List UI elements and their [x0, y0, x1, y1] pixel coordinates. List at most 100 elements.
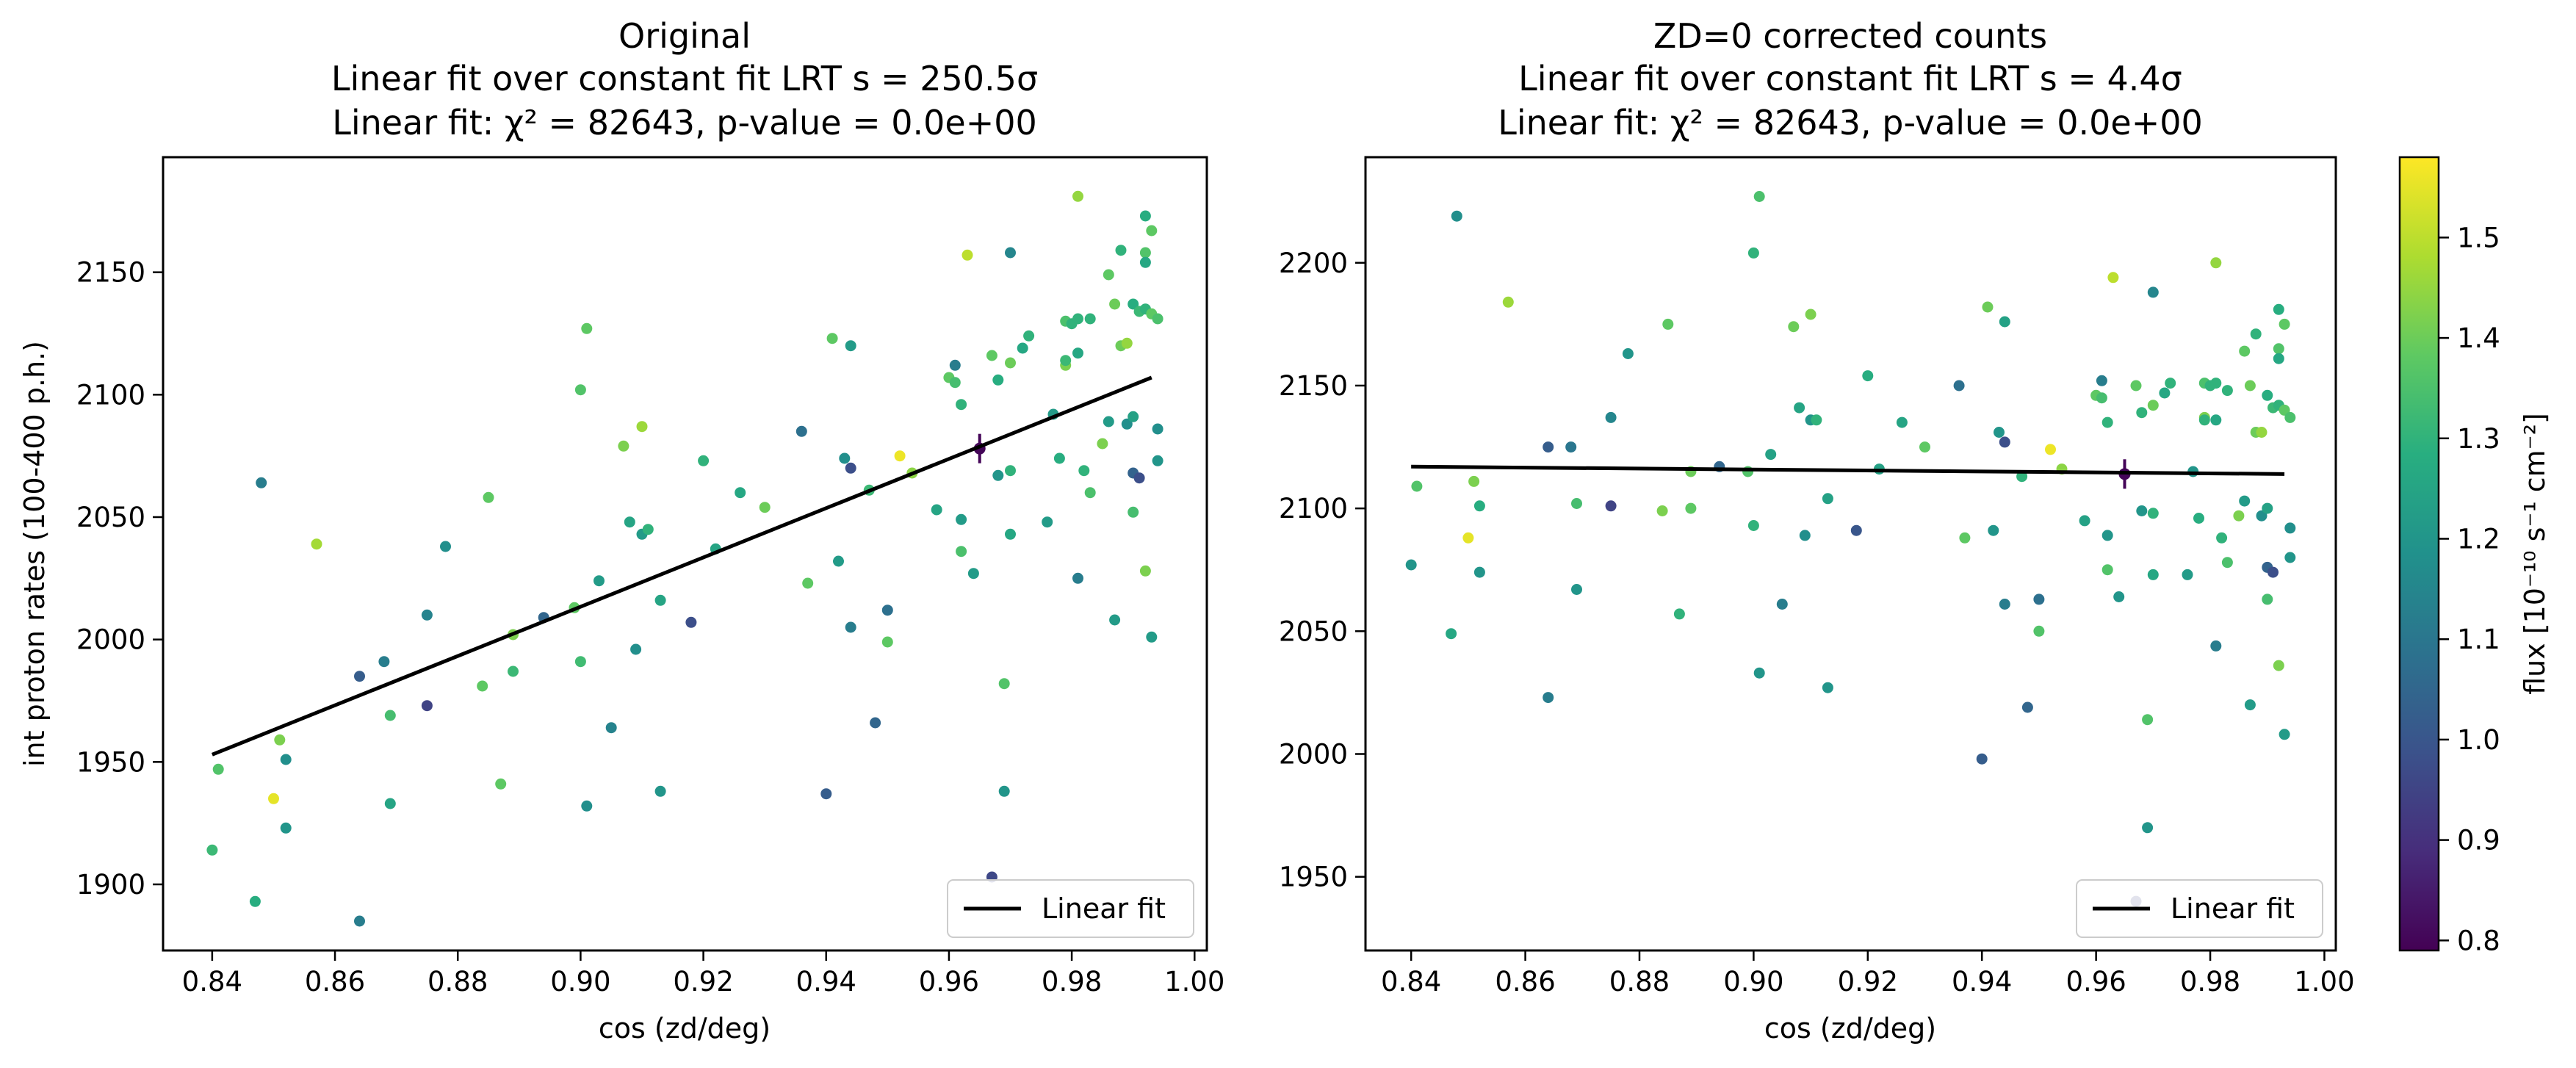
- right-chart-subtitle-lrt: Linear fit over constant fit LRT s = 4.4…: [1518, 59, 2182, 98]
- left-scatter-point: [594, 575, 605, 587]
- colorbar-tick-label: 1.1: [2457, 624, 2500, 655]
- left-legend-label: Linear fit: [1042, 892, 1166, 925]
- right-scatter-point: [2210, 257, 2222, 269]
- right-scatter-point: [1605, 411, 1617, 423]
- right-scatter-point: [1473, 500, 1485, 512]
- left-scatter-point: [354, 671, 365, 682]
- left-scatter-point: [1146, 631, 1158, 643]
- left-scatter-point: [1128, 411, 1139, 422]
- right-scatter-point: [1999, 599, 2010, 610]
- right-scatter-point: [2256, 510, 2267, 522]
- left-scatter-point: [280, 822, 292, 834]
- left-scatter-point: [1042, 516, 1053, 528]
- left-scatter-point: [962, 249, 973, 261]
- right-x-tick-label: 1.00: [2294, 966, 2354, 997]
- colorbar-tick-label: 1.2: [2457, 523, 2500, 555]
- left-x-tick-label: 0.84: [182, 966, 242, 997]
- right-scatter-point: [1799, 530, 1811, 541]
- left-scatter-point: [1152, 455, 1163, 466]
- right-scatter-point: [2250, 328, 2262, 340]
- left-scatter-point: [574, 656, 586, 668]
- left-scatter-point: [1072, 572, 1083, 584]
- right-scatter-point: [2147, 569, 2159, 580]
- left-scatter-point: [1072, 347, 1083, 359]
- right-scatter-point: [1446, 628, 1457, 640]
- right-scatter-point: [1896, 416, 1908, 428]
- right-scatter-point: [2107, 272, 2119, 284]
- right-y-tick-label: 1950: [1279, 862, 1348, 893]
- left-chart-panel: Original Linear fit over constant fit LR…: [18, 16, 1224, 1044]
- left-scatter-point: [421, 700, 433, 712]
- left-scatter-point: [1152, 423, 1163, 435]
- right-scatter-point: [2159, 387, 2171, 399]
- left-scatter-point: [642, 524, 654, 535]
- right-scatter-point: [2233, 510, 2245, 522]
- left-x-axis-label: cos (zd/deg): [599, 1012, 771, 1044]
- left-scatter-point: [384, 710, 396, 721]
- right-scatter-point: [1982, 301, 1994, 313]
- right-scatter-point: [1805, 309, 1816, 320]
- left-scatter-point: [1146, 225, 1158, 237]
- left-scatter-point: [1139, 210, 1151, 222]
- right-y-tick-label: 2050: [1279, 616, 1348, 647]
- right-linear-fit-line: [1411, 464, 2285, 476]
- right-scatter-point: [1850, 524, 1862, 536]
- right-scatter-point: [2142, 714, 2154, 726]
- left-scatter-point: [956, 513, 967, 525]
- left-x-tick-label: 0.90: [550, 966, 610, 997]
- right-chart-title: ZD=0 corrected counts: [1653, 16, 2047, 56]
- right-legend-label: Linear fit: [2171, 892, 2295, 925]
- right-scatter-point: [2262, 593, 2273, 605]
- colorbar-tick-label: 1.4: [2457, 322, 2500, 354]
- left-legend-box: [947, 879, 1194, 938]
- right-scatter-point: [2210, 640, 2222, 652]
- right-scatter-point: [1543, 441, 1554, 453]
- left-scatter-point: [630, 643, 642, 655]
- right-plot-frame: [1364, 156, 2337, 952]
- left-scatter-point: [440, 541, 451, 552]
- right-legend-box: [2076, 879, 2323, 938]
- left-scatter-point: [483, 491, 494, 503]
- left-scatter-point: [280, 754, 292, 765]
- right-scatter-point: [2273, 353, 2284, 364]
- left-scatter-point: [1133, 472, 1145, 484]
- left-scatter-point: [624, 516, 635, 528]
- right-scatter-point: [1622, 348, 1634, 359]
- right-scatter-point: [2273, 303, 2284, 315]
- left-chart-subtitle-chi2: Linear fit: χ² = 82643, p-value = 0.0e+0…: [332, 103, 1037, 142]
- right-scatter-point: [1571, 498, 1582, 509]
- right-scatter-point: [2147, 400, 2159, 411]
- left-y-tick-label: 2050: [76, 502, 145, 533]
- left-scatter-point: [495, 778, 507, 790]
- right-x-tick-label: 0.86: [1495, 966, 1555, 997]
- right-scatter-point: [1747, 247, 1759, 259]
- right-scatter-point: [2136, 407, 2148, 419]
- left-scatter-point: [698, 455, 710, 466]
- left-scatter-point: [833, 555, 844, 567]
- right-scatter-point: [1571, 584, 1582, 595]
- left-scatter-point: [1152, 313, 1163, 325]
- right-y-tick-label: 2100: [1279, 493, 1348, 524]
- left-scatter-point: [986, 350, 997, 361]
- right-scatter-point: [1565, 441, 1577, 453]
- right-scatter-point: [2045, 444, 2056, 455]
- left-scatter-point: [881, 636, 893, 648]
- left-scatter-point: [378, 656, 390, 668]
- left-scatter-point: [735, 487, 746, 499]
- left-scatter-point: [845, 462, 856, 474]
- right-scatter-point: [2079, 515, 2090, 527]
- right-scatter-point: [2021, 701, 2033, 713]
- right-scatter-point: [2284, 552, 2296, 563]
- left-scatter-point: [274, 734, 286, 746]
- right-scatter-point: [1794, 402, 1805, 414]
- right-scatter-point: [1473, 566, 1485, 578]
- left-scatter-point: [477, 680, 488, 692]
- left-scatter-point: [636, 421, 648, 433]
- right-x-tick-label: 0.88: [1609, 966, 1670, 997]
- left-x-tick-label: 0.94: [796, 966, 856, 997]
- left-scatter-point: [311, 538, 322, 550]
- right-y-tick-label: 2150: [1279, 370, 1348, 402]
- right-scatter-point: [2244, 699, 2256, 711]
- right-scatter-point: [2284, 522, 2296, 534]
